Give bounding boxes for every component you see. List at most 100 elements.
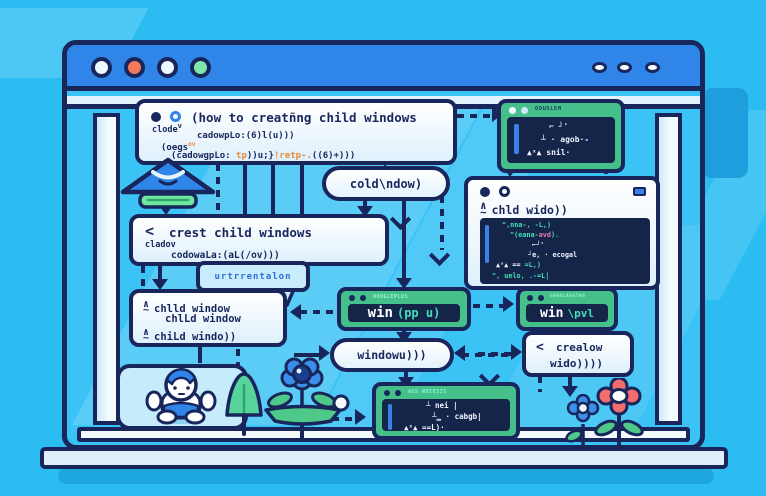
chevron-icon: ∧ ∼ <box>480 199 487 219</box>
code-line: ▲ˣ▲ snil· <box>527 148 571 157</box>
terminal-title: AUS WHIESIS <box>408 389 447 395</box>
terminal-text: win <box>367 305 393 321</box>
traffic-light-icon[interactable] <box>91 57 112 78</box>
terminal-screen: win \pvl <box>526 304 608 322</box>
terminal-screen: ⌐ ┘' ┴ · agob·- ▲ˣ▲ snil· <box>507 117 615 163</box>
card-title-line2: wido)))) <box>550 357 603 370</box>
window-dot-icon <box>384 390 390 396</box>
node-cold-window: cold\ndow) <box>322 166 450 201</box>
less-than-icon: < <box>145 222 155 240</box>
window-dot-icon <box>480 187 490 197</box>
arrowhead <box>396 278 412 289</box>
connector-dashed <box>440 196 444 250</box>
chevron-icon: ∧ ∼ <box>143 327 150 344</box>
window-dot-icon <box>349 295 355 301</box>
child-window-panel: ∧ ∼ chld wido)) ",nna-, -L,) "(eana-avd). … <box>464 176 660 290</box>
code-text: (cadowgpLo: <box>171 151 237 161</box>
connector-dashed <box>478 352 514 356</box>
connector-dashed <box>473 304 505 308</box>
window-dot-icon <box>170 111 181 122</box>
code-line: ⌐┘' <box>532 241 545 249</box>
child-window-list: ∧ ∼ chlld window chlLd window ∧ ∼ chiLd wind… <box>129 289 287 347</box>
terminal-args: (pp u) <box>396 306 441 320</box>
sill-shadow <box>58 468 714 484</box>
arrowhead <box>158 204 174 215</box>
traffic-light-green-icon[interactable] <box>190 57 211 78</box>
terminal-title: OOUSLEM <box>535 106 562 112</box>
less-than-icon: < <box>536 340 544 355</box>
tree-icon <box>225 372 263 436</box>
panel-header: ∧ ∼ chld wido)) <box>480 199 568 218</box>
code-line: ", uelo, .-=L| <box>492 272 550 280</box>
code-label: cladov <box>145 240 176 250</box>
connector <box>216 164 220 214</box>
red-flower-icon <box>594 378 644 446</box>
panel-header-text: chld wido)) <box>491 203 568 217</box>
crest-card: < crest child windows cladov codowaLa:(a… <box>129 214 389 266</box>
terminal-win-right: GEWGLAAGTAG win \pvl <box>516 287 618 331</box>
arrowhead <box>355 409 366 425</box>
code-line: ⌐ ┘' <box>549 122 569 131</box>
arrowhead <box>511 344 522 360</box>
connector <box>243 164 247 214</box>
terminal-screen: ┴ nei | ┴‗ · cabgb| ▲ˣ▲ ==L)· <box>382 399 510 431</box>
scrollbar[interactable] <box>388 404 392 430</box>
code-highlight: avd <box>538 231 551 239</box>
terminal-title: OOUGLEPLUS <box>373 294 409 300</box>
scrollbar[interactable] <box>514 124 519 154</box>
speech-bubble-text: urtrrentalon <box>214 271 292 282</box>
code-label: clodev <box>152 121 182 135</box>
window-dot-icon <box>360 295 366 301</box>
window-dot-icon <box>395 390 401 396</box>
window-menu-dot-icon[interactable] <box>645 62 660 73</box>
connector <box>363 201 367 209</box>
code-text: ((6)+))) <box>311 151 356 161</box>
connector <box>402 201 406 283</box>
code-highlight: !retp-. <box>273 151 312 161</box>
list-item-label: chlld window <box>154 303 230 315</box>
connector <box>568 377 572 389</box>
code-text: ))u;} <box>246 151 274 161</box>
terminal-args: \pvl <box>567 306 594 320</box>
connector <box>271 164 275 214</box>
traffic-light-icon[interactable] <box>157 57 178 78</box>
code-line: ┴‗ · cabgb| <box>432 412 482 421</box>
window-dot-icon <box>538 295 544 301</box>
terminal-bottom: AUS WHIESIS ┴ nei | ┴‗ · cabgb| ▲ˣ▲ ==L)… <box>372 382 520 440</box>
terminal-top-right: OOUSLEM ⌐ ┘' ┴ · agob·- ▲ˣ▲ snil· <box>497 99 625 173</box>
terminal-win-center: OOUGLEPLUS win (pp u) <box>337 287 471 331</box>
card-title: (how to creatñng child windows <box>191 110 417 125</box>
connector <box>198 347 202 363</box>
blue-flower-icon <box>565 394 600 450</box>
window-dot-icon <box>151 112 161 122</box>
window-menu-dot-icon[interactable] <box>592 62 607 73</box>
arrowhead <box>562 386 578 397</box>
window-menu-dot-icon[interactable] <box>617 62 632 73</box>
arrowhead <box>152 279 168 290</box>
scrollbar[interactable] <box>485 225 489 263</box>
code-label-mark: v <box>177 121 182 130</box>
window-dot-icon <box>527 295 533 301</box>
code-line: ┘e, · ecogal <box>528 251 578 259</box>
code-text: (oegs <box>161 143 189 153</box>
code-line: ┴ · agob·- <box>541 135 590 144</box>
arrowhead <box>396 332 412 343</box>
arrowhead <box>357 206 373 217</box>
code-label-text: clode <box>152 124 178 135</box>
window-drop-shadow <box>702 88 748 178</box>
left-rail <box>93 113 120 425</box>
code-superscript: ov <box>188 141 196 148</box>
funnel-icon <box>120 157 216 209</box>
speech-bubble: urtrrentalon <box>196 261 310 292</box>
connector <box>158 266 162 282</box>
robot-icon <box>145 368 217 425</box>
maximize-chip-icon[interactable] <box>633 187 646 196</box>
traffic-light-red-icon[interactable] <box>124 57 145 78</box>
code-line: (oegsov <box>161 141 195 153</box>
crealow-card: < crealow wido)))) <box>522 331 634 377</box>
terminal-text: win <box>540 305 564 321</box>
node-label: windowu))) <box>357 348 427 362</box>
arrowhead <box>319 345 330 361</box>
list-item: ∧ ∼ chlld window <box>143 297 230 316</box>
